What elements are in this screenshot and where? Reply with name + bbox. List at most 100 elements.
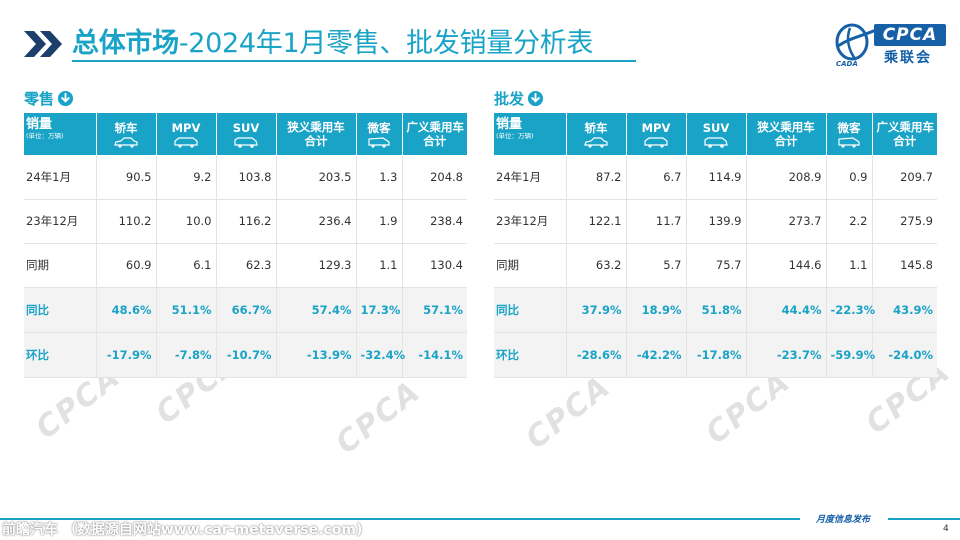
table-row: 23年12月 110.2 10.0 116.2 236.4 1.9 238.4 xyxy=(24,199,467,244)
column-header-line: 合计 xyxy=(304,134,328,148)
column-header-label: 轿车 xyxy=(114,120,138,135)
retail-table: 销量(单位：万辆)轿车MPVSUV狭义乘用车合计狭义乘用车合计微客广义乘用车合计… xyxy=(24,113,467,378)
table-cell: -24.0% xyxy=(872,332,937,378)
column-header: 广义乘用车合计广义乘用车合计 xyxy=(402,113,467,155)
table-cell: 75.7 xyxy=(686,243,747,288)
table-row: 24年1月 90.5 9.2 103.8 203.5 1.3 204.8 xyxy=(24,155,467,200)
table-cell: -17.9% xyxy=(96,332,157,378)
table-corner-cell: 销量 (单位：万辆) xyxy=(494,113,567,155)
table-row: 环比 -17.9% -7.8% -10.7% -13.9% -32.4% -14.1% xyxy=(24,332,467,378)
table-cell: 145.8 xyxy=(872,243,937,288)
table-cell: -13.9% xyxy=(276,332,357,378)
sedan-icon xyxy=(114,136,138,148)
sedan-icon xyxy=(584,136,608,148)
table-cell: 273.7 xyxy=(746,199,827,244)
page-title-bold: 总体市场 xyxy=(72,28,179,59)
table-cell: 48.6% xyxy=(96,287,157,333)
table-cell: -42.2% xyxy=(626,332,687,378)
table-cell: 114.9 xyxy=(686,155,747,200)
minivan-icon xyxy=(368,136,390,148)
column-header-line: 广义乘用车 xyxy=(406,120,465,134)
table-cell: 11.7 xyxy=(626,199,687,244)
unit-note: (单位：万辆) xyxy=(496,132,534,140)
column-header: 狭义乘用车合计狭义乘用车合计 xyxy=(746,113,827,155)
table-cell: 203.5 xyxy=(276,155,357,200)
footer-rule xyxy=(888,518,960,520)
row-label: 23年12月 xyxy=(24,199,97,244)
wholesale-section-label: 批发 xyxy=(494,88,544,109)
table-cell: -28.6% xyxy=(566,332,627,378)
table-cell: 44.4% xyxy=(746,287,827,333)
column-header: SUV xyxy=(216,113,277,155)
column-header-line: 狭义乘用车 xyxy=(757,120,815,134)
unit-note: (单位：万辆) xyxy=(26,132,64,140)
footer-rule xyxy=(0,518,800,520)
cpca-logo-text: CPCA xyxy=(874,24,946,46)
table-cell: 87.2 xyxy=(566,155,627,200)
column-header: 微客 xyxy=(826,113,873,155)
column-header-line: 合计 xyxy=(893,134,917,148)
table-cell: 6.1 xyxy=(156,243,217,288)
suv-icon xyxy=(234,136,258,148)
table-cell: 6.7 xyxy=(626,155,687,200)
table-cell: -32.4% xyxy=(356,332,405,378)
table-cell: 122.1 xyxy=(566,199,627,244)
table-cell: 1.3 xyxy=(356,155,403,200)
column-header: 广义乘用车合计广义乘用车合计 xyxy=(872,113,937,155)
table-cell: 90.5 xyxy=(96,155,157,200)
row-label: 同比 xyxy=(24,287,97,333)
table-cell: -7.8% xyxy=(156,332,217,378)
table-cell: 238.4 xyxy=(402,199,467,244)
table-cell: 1.9 xyxy=(356,199,403,244)
page-title: 总体市场-2024年1月零售、批发销量分析表 xyxy=(72,27,593,61)
column-header-label: SUV xyxy=(702,120,730,135)
table-row: 同期 60.9 6.1 62.3 129.3 1.1 130.4 xyxy=(24,243,467,288)
table-cell: 208.9 xyxy=(746,155,827,200)
column-header: MPV xyxy=(626,113,687,155)
minivan-icon xyxy=(838,136,860,148)
column-header-line: 广义乘用车 xyxy=(876,120,935,134)
table-cell: 116.2 xyxy=(216,199,277,244)
table-cell: 57.4% xyxy=(276,287,357,333)
row-label: 环比 xyxy=(24,332,97,378)
row-label: 环比 xyxy=(494,332,567,378)
table-cell: 204.8 xyxy=(402,155,467,200)
table-cell: 209.7 xyxy=(872,155,937,200)
column-header-label: 微客 xyxy=(837,120,861,135)
column-header-label: 微客 xyxy=(367,120,391,135)
column-header-label: MPV xyxy=(171,120,201,135)
table-row: 环比 -28.6% -42.2% -17.8% -23.7% -59.9% -24.0% xyxy=(494,332,937,378)
wholesale-table: 销量(单位：万辆)轿车MPVSUV狭义乘用车合计狭义乘用车合计微客广义乘用车合计… xyxy=(494,113,937,378)
table-cell: 66.7% xyxy=(216,287,277,333)
table-row: 同比 48.6% 51.1% 66.7% 57.4% 17.3% 57.1% xyxy=(24,287,467,333)
row-label: 23年12月 xyxy=(494,199,567,244)
unit-heading: 销量 xyxy=(26,117,53,132)
table-cell: 139.9 xyxy=(686,199,747,244)
table-row: 同期 63.2 5.7 75.7 144.6 1.1 145.8 xyxy=(494,243,937,288)
wholesale-label-text: 批发 xyxy=(494,90,525,108)
table-cell: -10.7% xyxy=(216,332,277,378)
title-underline xyxy=(72,60,636,62)
page-title-rest: -2024年1月零售、批发销量分析表 xyxy=(178,28,594,59)
table-cell: -59.9% xyxy=(826,332,875,378)
table-cell: 51.8% xyxy=(686,287,747,333)
row-label: 同比 xyxy=(494,287,567,333)
row-label: 24年1月 xyxy=(24,155,97,200)
row-label: 同期 xyxy=(24,243,97,288)
table-cell: -14.1% xyxy=(402,332,467,378)
table-header-row: 销量(单位：万辆)轿车MPVSUV狭义乘用车合计狭义乘用车合计微客广义乘用车合计… xyxy=(494,113,937,155)
retail-label-text: 零售 xyxy=(24,90,55,108)
table-cell: -17.8% xyxy=(686,332,747,378)
table-cell: 144.6 xyxy=(746,243,827,288)
table-cell: 5.7 xyxy=(626,243,687,288)
column-header: MPV xyxy=(156,113,217,155)
table-cell: 103.8 xyxy=(216,155,277,200)
column-header-label: SUV xyxy=(232,120,260,135)
footer-publication: 月度信息发布 xyxy=(816,515,871,525)
table-header-row: 销量(单位：万辆)轿车MPVSUV狭义乘用车合计狭义乘用车合计微客广义乘用车合计… xyxy=(24,113,467,155)
table-cell: 0.9 xyxy=(826,155,873,200)
watermark: CPCA xyxy=(519,368,618,457)
table-cell: 60.9 xyxy=(96,243,157,288)
page-number: 4 xyxy=(943,524,949,534)
table-cell: -23.7% xyxy=(746,332,827,378)
